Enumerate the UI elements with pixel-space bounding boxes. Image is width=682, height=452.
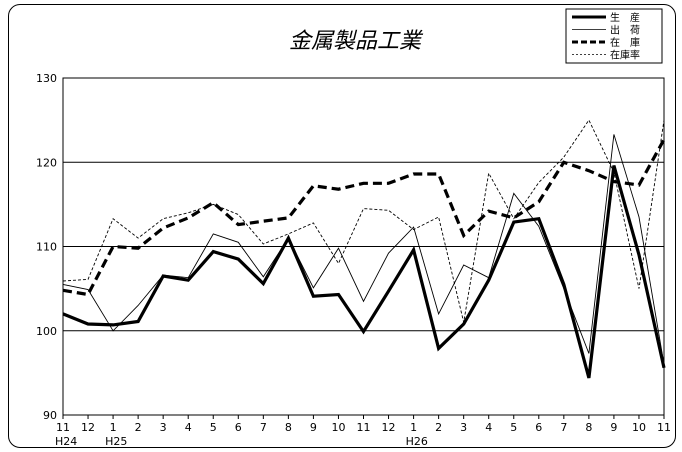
y-tick-label: 100 [36,325,57,338]
x-tick-label: 3 [460,421,467,434]
x-tick-label: 8 [285,421,292,434]
x-tick-label: 11 [357,421,371,434]
x-tick-label: 7 [260,421,267,434]
y-tick-label: 130 [36,72,57,85]
legend-label: 在 庫 [610,36,640,49]
legend-label: 在庫率 [610,49,640,62]
x-tick-label: 12 [382,421,396,434]
series-line-3 [62,138,666,297]
y-tick-label: 90 [43,409,57,422]
legend-label: 生 産 [610,11,640,24]
x-tick-label: 8 [585,421,592,434]
chart-frame [8,4,676,448]
chart-title: 金属製品工業 [289,29,424,54]
x-tick-label: 7 [560,421,567,434]
series-group [62,119,666,379]
x-tick-label: 10 [331,421,345,434]
x-tick-label: 12 [81,421,95,434]
x-tick-label: 4 [485,421,492,434]
x-tick-label: 9 [310,421,317,434]
x-tick-label: 5 [210,421,217,434]
x-tick-label: 4 [185,421,192,434]
year-label: H26 [406,435,428,448]
grid [63,161,664,332]
x-tick-label: 6 [235,421,242,434]
x-tick-label: 11 [56,421,70,434]
x-tick-label: 6 [535,421,542,434]
x-tick-label: 3 [160,421,167,434]
x-tick-label: 11 [657,421,671,434]
x-tick-label: 9 [610,421,617,434]
year-label: H25 [105,435,127,448]
x-tick-label: 2 [435,421,442,434]
year-label: H24 [55,435,77,448]
y-tick-label: 120 [36,156,57,169]
legend-label: 出 荷 [610,24,640,37]
series-line-1 [62,165,666,379]
y-tick-label: 110 [36,241,57,254]
x-tick-label: 10 [632,421,646,434]
x-tick-label: 1 [410,421,417,434]
x-tick-label: 5 [510,421,517,434]
x-tick-label: 2 [135,421,142,434]
x-tick-label: 1 [110,421,117,434]
